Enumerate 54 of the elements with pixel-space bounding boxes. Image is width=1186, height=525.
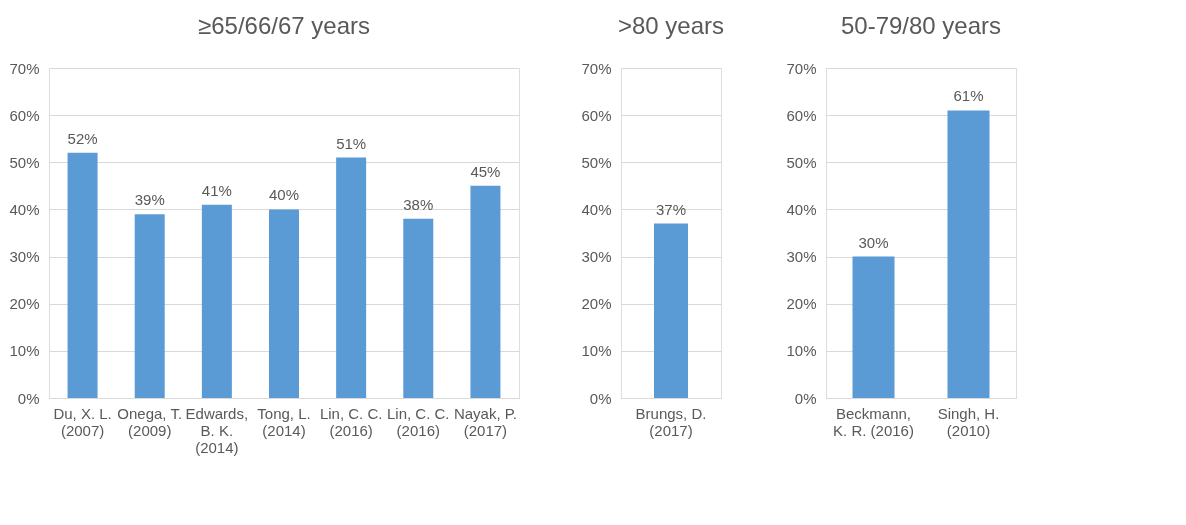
data-label: 39% — [134, 191, 165, 209]
chart-title: 50-79/80 years — [840, 12, 1002, 39]
bar — [470, 185, 501, 398]
y-tick-label: 10% — [786, 342, 817, 360]
y-tick-label: 0% — [794, 389, 817, 407]
y-tick-label: 60% — [9, 106, 40, 124]
data-label: 30% — [858, 233, 889, 251]
y-tick-label: 10% — [9, 342, 40, 360]
y-tick-label: 30% — [581, 248, 612, 266]
data-label: 51% — [336, 134, 367, 152]
data-label: 41% — [201, 181, 232, 199]
chart-title: >80 years — [617, 12, 725, 39]
x-tick-label: Du, X. L. (2007) — [53, 404, 112, 439]
y-tick-label: 0% — [589, 389, 612, 407]
y-tick-label: 60% — [786, 106, 817, 124]
y-tick-label: 50% — [9, 153, 40, 171]
y-tick-label: 20% — [786, 295, 817, 313]
x-tick-label: Edwards, B. K. (2014) — [185, 404, 249, 456]
bar — [336, 157, 367, 398]
y-tick-label: 0% — [17, 389, 40, 407]
x-tick-label: Brungs, D. (2017) — [635, 404, 707, 439]
y-tick-label: 70% — [786, 59, 817, 77]
y-tick-label: 70% — [9, 59, 40, 77]
y-tick-label: 50% — [581, 153, 612, 171]
data-label: 45% — [470, 162, 501, 180]
y-tick-label: 20% — [9, 295, 40, 313]
bar — [67, 152, 98, 398]
bar — [269, 209, 299, 398]
y-tick-label: 20% — [581, 295, 612, 313]
x-tick-label: Singh, H. (2010) — [937, 404, 1000, 439]
bar — [134, 214, 165, 398]
data-label: 40% — [268, 186, 300, 204]
y-tick-label: 40% — [786, 200, 817, 218]
bar — [403, 218, 434, 398]
data-label: 38% — [403, 195, 434, 213]
x-tick-label: Onega, T. (2009) — [117, 404, 183, 439]
data-label: 37% — [655, 200, 687, 218]
y-tick-label: 50% — [786, 153, 817, 171]
y-tick-label: 30% — [786, 248, 817, 266]
y-tick-label: 30% — [9, 248, 40, 266]
x-tick-label: Beckmann, K. R. (2016) — [833, 404, 914, 439]
data-label: 61% — [953, 87, 984, 105]
y-tick-label: 40% — [9, 200, 40, 218]
y-tick-label: 10% — [581, 342, 612, 360]
x-tick-label: Nayak, P. (2017) — [453, 404, 517, 439]
y-tick-label: 70% — [581, 59, 612, 77]
y-tick-label: 60% — [581, 106, 612, 124]
x-tick-label: Tong, L. (2014) — [257, 404, 311, 439]
y-tick-label: 40% — [581, 200, 612, 218]
x-tick-label: Lin, C. C. (2016) — [387, 404, 450, 439]
x-tick-label: Lin, C. C. (2016) — [319, 404, 383, 439]
chart-title: ≥65/66/67 years — [198, 12, 370, 39]
bar — [201, 204, 232, 398]
data-label: 52% — [67, 129, 98, 147]
